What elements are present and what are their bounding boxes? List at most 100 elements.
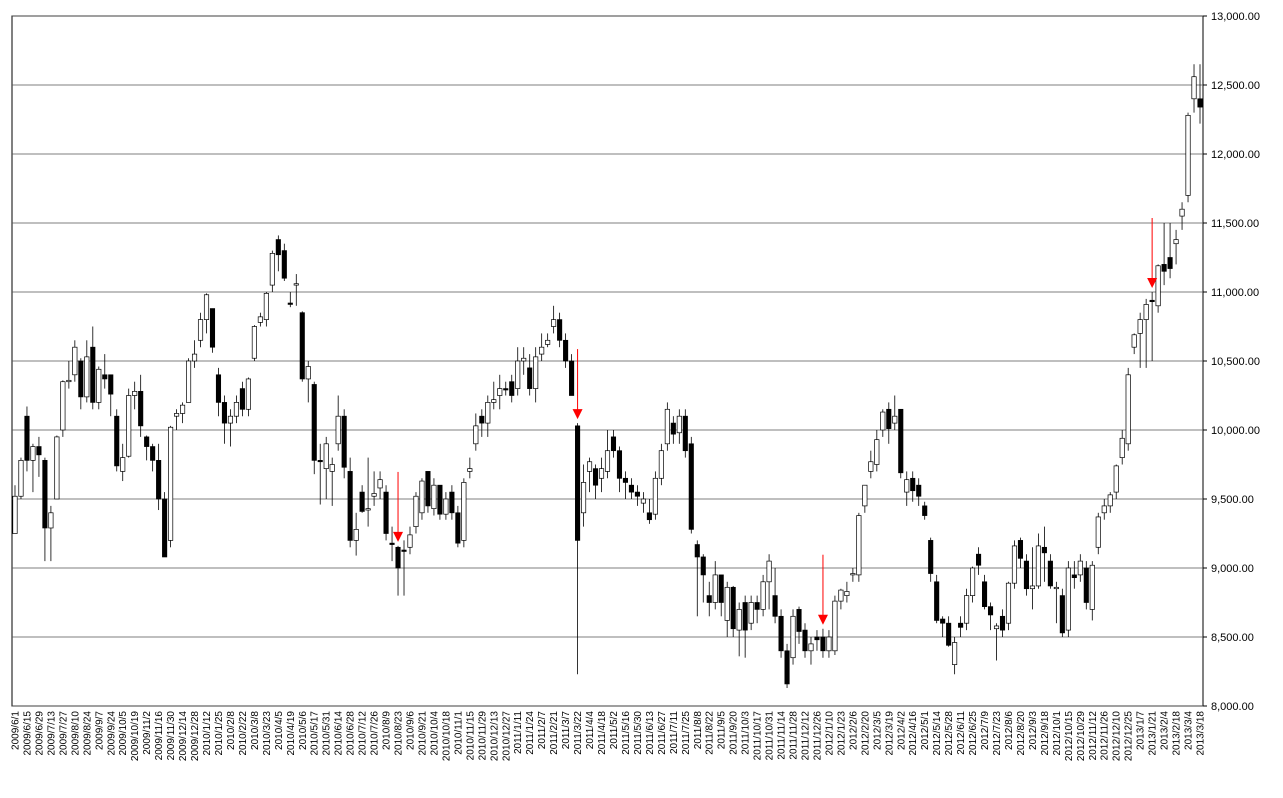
- candle-body: [862, 484, 868, 507]
- candle-body: [694, 544, 700, 558]
- candle-body: [162, 498, 168, 558]
- candle-body: [84, 356, 90, 398]
- candle-body: [174, 413, 180, 417]
- candle-body: [491, 399, 497, 403]
- x-tick-label: 2012/7/9: [980, 711, 991, 750]
- candle-body: [245, 378, 251, 410]
- candle-body: [293, 283, 299, 286]
- candle-body: [269, 253, 275, 286]
- candle-body: [1107, 494, 1113, 507]
- x-tick-label: 2013/2/4: [1160, 711, 1171, 750]
- candle-body: [114, 415, 120, 467]
- y-tick-label: 10,000.00: [1211, 425, 1260, 437]
- candle-body: [521, 357, 527, 362]
- candle-body: [221, 402, 228, 424]
- x-tick-label: 2011/10/31: [765, 711, 776, 761]
- candle-body: [383, 491, 389, 534]
- candle-body: [1155, 265, 1161, 307]
- candle-body: [335, 415, 341, 445]
- candle-body: [467, 468, 473, 472]
- x-tick-label: 2011/4/18: [597, 711, 608, 755]
- candle-body: [347, 471, 353, 541]
- candle-body: [832, 600, 838, 652]
- candle-body: [126, 395, 132, 457]
- candle-body: [970, 567, 976, 596]
- candle-body: [976, 553, 982, 566]
- candle-body: [575, 425, 581, 541]
- candle-body: [341, 415, 347, 468]
- candle-body: [730, 586, 736, 630]
- x-tick-label: 2012/9/3: [1028, 711, 1039, 750]
- signal-arrow-head: [817, 614, 828, 625]
- x-tick-label: 2011/1/24: [525, 711, 536, 755]
- candle-body: [78, 360, 84, 398]
- candle-body: [634, 491, 640, 497]
- x-tick-label: 2012/10/29: [1076, 711, 1087, 761]
- candle-body: [407, 534, 413, 548]
- candle-body: [814, 636, 820, 641]
- candle-body: [533, 356, 539, 389]
- candle-body: [156, 460, 162, 500]
- candle-body: [982, 581, 988, 607]
- candle-body: [868, 461, 874, 472]
- x-tick-label: 2013/3/18: [1196, 711, 1207, 756]
- candle-body: [281, 250, 287, 279]
- x-tick-label: 2011/1/11: [513, 711, 524, 754]
- candle-body: [1131, 334, 1137, 348]
- candle-body: [365, 508, 371, 511]
- candle-body: [712, 574, 718, 603]
- x-tick-label: 2012/9/18: [1040, 711, 1051, 756]
- x-tick-label: 2011/3/7: [561, 711, 572, 750]
- candle-body: [999, 615, 1006, 631]
- candle-body: [96, 368, 102, 403]
- candle-body: [191, 353, 198, 362]
- x-tick-label: 2011/10/3: [741, 711, 752, 755]
- candle-body: [215, 374, 222, 403]
- x-tick-label: 2010/5/6: [298, 711, 309, 750]
- x-tick-label: 2010/11/15: [465, 711, 476, 761]
- candle-body: [910, 477, 916, 492]
- candle-body: [485, 402, 491, 424]
- x-tick-label: 2010/12/13: [489, 711, 500, 761]
- candle-body: [329, 464, 335, 472]
- x-tick-label: 2011/9/20: [729, 711, 740, 755]
- candle-body: [1167, 257, 1173, 269]
- candle-body: [545, 339, 551, 345]
- x-tick-label: 2010/9/21: [417, 711, 428, 756]
- candle-body: [1149, 299, 1155, 303]
- x-tick-label: 2010/7/12: [358, 711, 369, 756]
- y-tick-label: 11,000.00: [1211, 287, 1259, 299]
- candle-body: [168, 426, 174, 541]
- candle-body: [598, 468, 605, 479]
- x-tick-label: 2010/10/18: [441, 711, 452, 761]
- candle-body: [658, 450, 664, 479]
- x-tick-label: 2011/7/11: [669, 711, 680, 754]
- candle-body: [922, 505, 928, 516]
- candle-body: [1125, 374, 1131, 445]
- x-tick-label: 2012/7/23: [992, 711, 1003, 756]
- x-tick-label: 2011/5/30: [633, 711, 644, 755]
- x-tick-label: 2012/1/10: [824, 711, 835, 756]
- x-tick-label: 2009/11/30: [166, 711, 177, 761]
- candle-body: [48, 512, 54, 529]
- candle-body: [802, 629, 808, 652]
- candle-body: [880, 411, 886, 431]
- candle-body: [772, 595, 778, 617]
- candle-body: [778, 615, 784, 652]
- x-tick-label: 2012/8/20: [1016, 711, 1027, 756]
- candle-body: [682, 415, 688, 452]
- x-tick-label: 2012/5/28: [944, 711, 955, 756]
- candle-body: [275, 239, 281, 256]
- x-tick-label: 2012/12/10: [1112, 711, 1123, 761]
- candle-body: [664, 408, 670, 445]
- x-tick-label: 2010/1/12: [202, 711, 213, 756]
- candle-body: [251, 326, 257, 359]
- candle-body: [1173, 239, 1179, 245]
- x-tick-label: 2010/3/8: [250, 711, 261, 750]
- candle-body: [132, 391, 138, 396]
- candle-body: [473, 425, 479, 445]
- candle-body: [1011, 545, 1018, 584]
- candle-body: [946, 622, 952, 646]
- candle-body: [784, 650, 790, 685]
